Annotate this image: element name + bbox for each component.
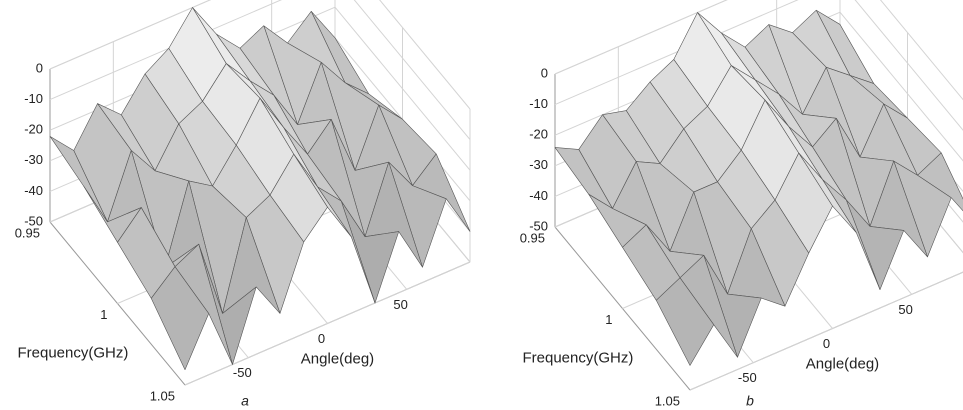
z-tick-label: -30	[529, 157, 548, 172]
surface-cell	[655, 277, 715, 366]
surface-chart: 0 -10 -20 -30 -40 -50 -50 0 50 0.95 1 1.05 Frequency…	[520, 0, 963, 409]
y-tick-label: 1	[605, 312, 612, 327]
x-tick-label: -50	[233, 365, 252, 380]
z-tick-label: -40	[24, 183, 43, 198]
y-tick-label: 0.95	[15, 225, 40, 240]
z-tick-label: -50	[529, 218, 548, 233]
grid-line	[689, 271, 963, 391]
y-tick-label: 1	[100, 307, 107, 322]
x-axis-label: Angle(deg)	[301, 350, 374, 367]
z-tick-label: -10	[529, 96, 548, 111]
x-axis-label: Angle(deg)	[806, 355, 879, 372]
caption: b	[746, 393, 754, 409]
z-tick-label: -20	[529, 127, 548, 142]
surface-cell	[150, 266, 210, 371]
x-tick-label: 50	[898, 302, 912, 317]
x-tick-label: -50	[738, 370, 757, 385]
z-tick-label: 0	[36, 60, 43, 75]
y-axis-label: Frequency(GHz)	[18, 344, 129, 361]
z-tick-label: 0	[541, 65, 548, 80]
y-tick-label: 0.95	[520, 230, 545, 245]
caption: a	[241, 393, 249, 409]
z-tick-label: -50	[24, 213, 43, 228]
x-tick-label: 0	[318, 331, 325, 346]
x-tick-label: 0	[823, 336, 830, 351]
surface-chart: 0 -10 -20 -30 -40 -50 -50 0 50 0.95 1 1.05 Frequency…	[15, 0, 471, 409]
z-tick-label: -10	[24, 91, 43, 106]
z-tick-label: -30	[24, 152, 43, 167]
z-tick-label: -20	[24, 122, 43, 137]
y-tick-label: 1.05	[150, 388, 175, 403]
x-tick-label: 50	[393, 297, 407, 312]
z-tick-label: -40	[529, 188, 548, 203]
y-tick-label: 1.05	[655, 393, 680, 408]
y-axis-label: Frequency(GHz)	[523, 349, 634, 366]
